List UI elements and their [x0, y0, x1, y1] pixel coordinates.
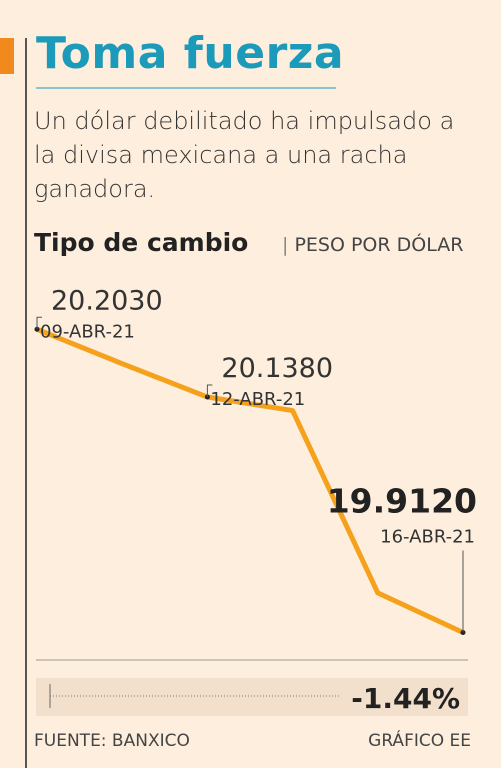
value-label: 20.1380 — [221, 353, 333, 384]
value-label: 19.9120 — [327, 481, 477, 520]
category-label: 16-ABR-21 — [380, 526, 475, 547]
title-accent — [0, 38, 14, 74]
change-box — [36, 678, 468, 716]
credit: GRÁFICO EE — [368, 731, 471, 751]
unit: | PESO POR DÓLAR — [282, 234, 464, 256]
value-label: 20.2030 — [51, 285, 163, 316]
line — [36, 326, 465, 635]
title: Toma fuerza — [36, 28, 345, 79]
y-label: Tipo de cambio — [34, 228, 249, 257]
change-label: -1.44% — [351, 682, 460, 715]
category-label: 12-ABR-21 — [210, 389, 305, 410]
leader — [36, 316, 42, 330]
source: FUENTE: BANXICO — [34, 731, 190, 751]
leader — [206, 384, 213, 398]
category-label: 09-ABR-21 — [40, 321, 135, 342]
subtitle: Un dólar debilitado ha impulsado a la di… — [34, 107, 455, 203]
unit-text: PESO POR DÓLAR — [294, 234, 464, 256]
